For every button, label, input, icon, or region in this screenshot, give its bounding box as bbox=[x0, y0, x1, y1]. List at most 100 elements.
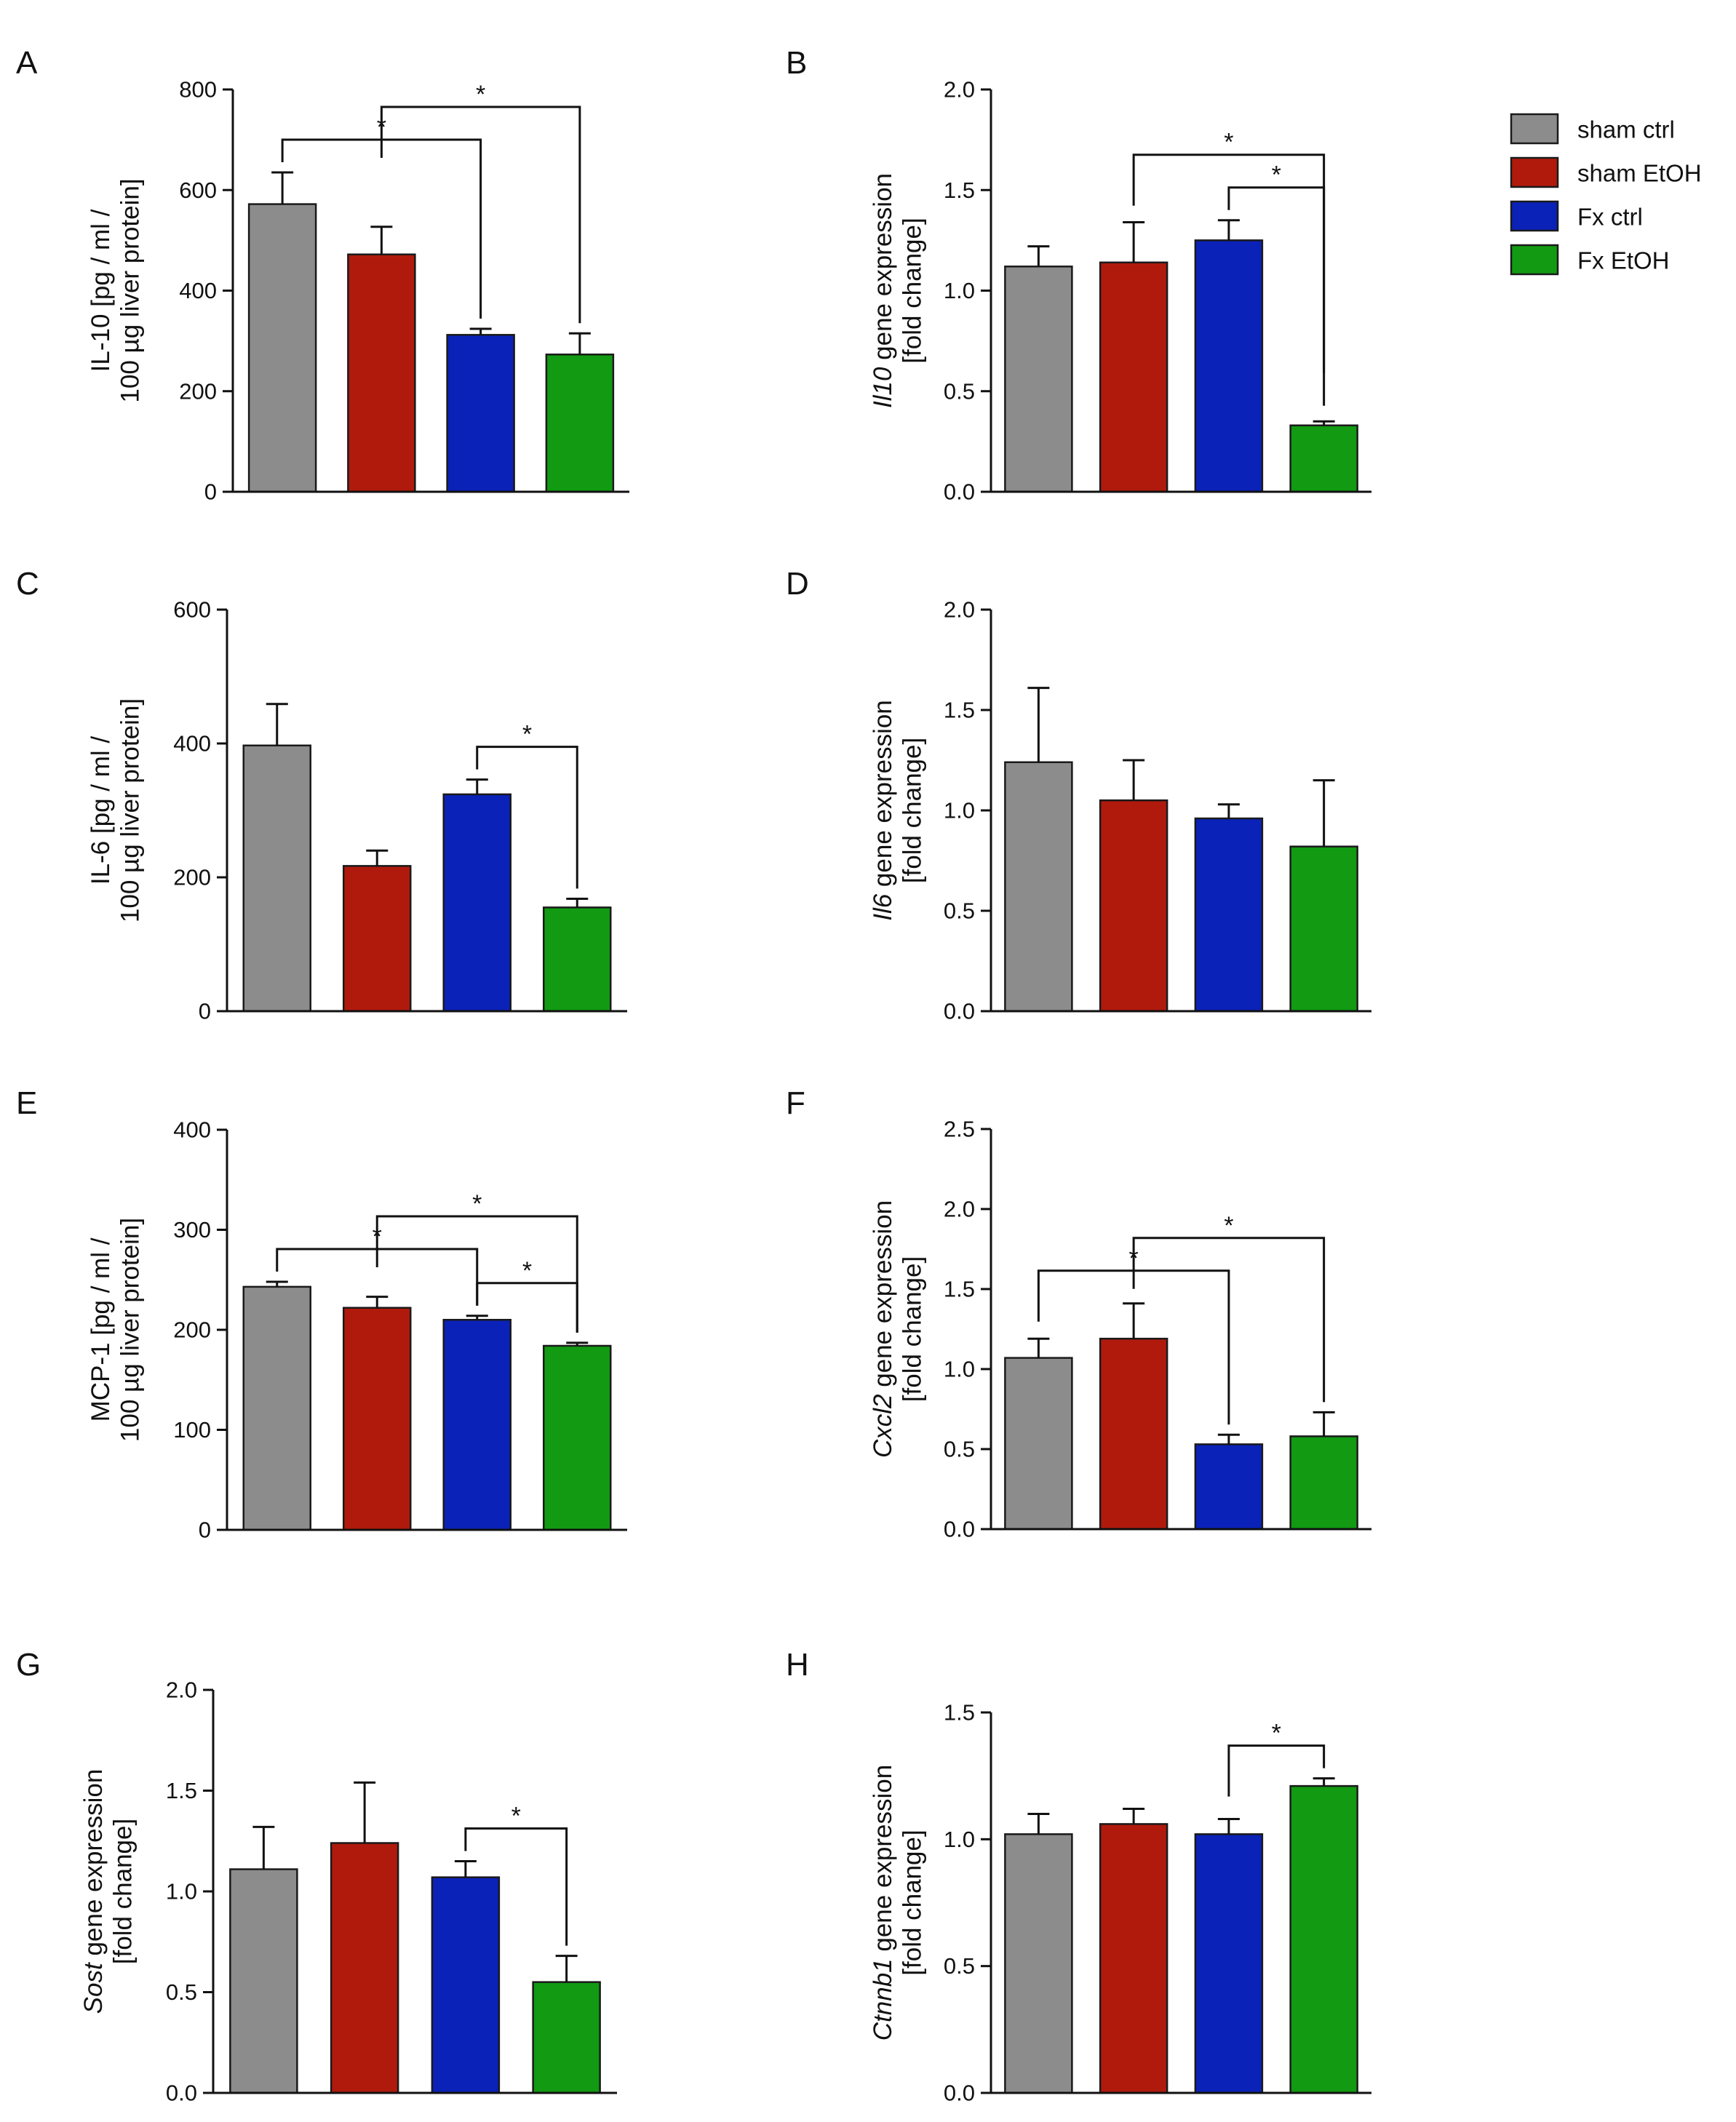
error-bar bbox=[1027, 245, 1050, 267]
bar-1 bbox=[242, 1285, 311, 1531]
bar-3 bbox=[1194, 817, 1264, 1013]
bar-2 bbox=[330, 1842, 399, 2094]
y-tick-label: 0.0 bbox=[944, 999, 975, 1024]
legend-swatch bbox=[1510, 156, 1559, 188]
error-bar bbox=[1027, 1812, 1050, 1835]
significance-star: * bbox=[472, 1190, 482, 1218]
bar-1 bbox=[242, 744, 311, 1013]
y-tick-label: 200 bbox=[173, 865, 211, 890]
error-bar bbox=[566, 1341, 589, 1346]
bar-3 bbox=[442, 793, 511, 1013]
significance-bracket: * bbox=[464, 1802, 568, 1946]
bar-2 bbox=[1099, 261, 1168, 493]
bar-1 bbox=[1004, 1833, 1073, 2094]
significance-star: * bbox=[511, 1802, 521, 1830]
y-tick-label: 0.5 bbox=[944, 1953, 975, 1979]
error-bar bbox=[366, 1296, 389, 1308]
bar-1 bbox=[1004, 1357, 1073, 1531]
error-bar bbox=[466, 778, 488, 794]
y-tick-label: 300 bbox=[173, 1217, 211, 1243]
bar-4 bbox=[1289, 1784, 1358, 2094]
error-bar bbox=[1217, 219, 1240, 241]
bar-2 bbox=[343, 1307, 412, 1531]
significance-bracket: * bbox=[1132, 1212, 1326, 1403]
bar-4 bbox=[1289, 1435, 1358, 1531]
y-axis-label: Il10 gene expression[fold change] bbox=[869, 173, 926, 408]
error-bar bbox=[568, 332, 591, 355]
bar-1 bbox=[229, 1868, 298, 2094]
error-bar bbox=[354, 1781, 376, 1843]
y-tick-label: 0.0 bbox=[944, 479, 975, 505]
bar-1 bbox=[1004, 266, 1073, 493]
y-tick-label: 0.0 bbox=[944, 2081, 975, 2106]
significance-bracket: * bbox=[476, 721, 578, 889]
error-bar bbox=[271, 171, 294, 204]
y-tick-label: 400 bbox=[173, 731, 211, 757]
bar-2 bbox=[1099, 1337, 1168, 1531]
bar-4 bbox=[545, 354, 615, 493]
y-axis-label: Cxcl2 gene expression[fold change] bbox=[869, 1200, 926, 1458]
panel-e: E 0 100 200 300 400 MCP-1 [pg / ml /100 µg liv… bbox=[16, 1085, 627, 1543]
y-tick-label: 1.0 bbox=[166, 1879, 197, 1904]
y-tick-label: 200 bbox=[179, 378, 217, 404]
error-bar bbox=[252, 1825, 275, 1870]
significance-star: * bbox=[522, 1257, 532, 1285]
error-bar bbox=[266, 703, 288, 746]
bar-3 bbox=[431, 1876, 501, 2094]
y-tick-label: 0 bbox=[204, 479, 217, 505]
error-bar bbox=[1217, 1817, 1240, 1835]
y-axis-label: IL-10 [pg / ml /100 µg liver protein] bbox=[87, 178, 144, 402]
bar-2 bbox=[343, 865, 412, 1013]
error-bar bbox=[1313, 420, 1335, 426]
y-tick-label: 1.5 bbox=[944, 178, 975, 203]
panel-letter: H bbox=[786, 1647, 809, 1683]
significance-bracket: * bbox=[380, 81, 581, 324]
y-tick-label: 400 bbox=[173, 1117, 211, 1143]
error-bar bbox=[266, 1280, 288, 1287]
panel-a: A 0 200 400 600 800 IL-10 [pg / ml /100 µg liv… bbox=[16, 45, 629, 505]
legend-label: sham ctrl bbox=[1577, 116, 1675, 143]
panel-c: C 0 200 400 600 IL-6 [pg / ml /100 µg liver p… bbox=[16, 566, 627, 1024]
error-bar bbox=[1217, 803, 1240, 819]
bar-4 bbox=[543, 906, 612, 1013]
panel-letter: A bbox=[16, 45, 38, 81]
y-tick-label: 0.5 bbox=[944, 1437, 975, 1462]
y-tick-label: 2.0 bbox=[166, 1678, 197, 1703]
panel-letter: C bbox=[16, 566, 39, 602]
panel-letter: G bbox=[16, 1647, 41, 1683]
y-tick-label: 400 bbox=[179, 278, 217, 303]
bar-3 bbox=[1194, 1833, 1264, 2094]
y-tick-label: 600 bbox=[179, 178, 217, 203]
y-tick-label: 0.5 bbox=[166, 1979, 197, 2005]
y-tick-label: 0.0 bbox=[944, 1517, 975, 1542]
significance-bracket: * bbox=[375, 1190, 578, 1333]
error-bar bbox=[1123, 220, 1145, 263]
y-tick-label: 0.5 bbox=[944, 378, 975, 404]
y-tick-label: 600 bbox=[173, 597, 211, 623]
significance-star: * bbox=[476, 81, 485, 108]
panel-h: H 0.0 0.5 1.0 1.5 Ctnnb1 gene expression[fold… bbox=[786, 1647, 1371, 2106]
bar-4 bbox=[1289, 424, 1358, 493]
legend-item: sham EtOH bbox=[1510, 156, 1702, 188]
significance-star: * bbox=[1272, 161, 1281, 189]
panel-letter: E bbox=[16, 1085, 37, 1121]
legend: sham ctrl sham EtOH Fx ctrl Fx EtOH bbox=[1510, 113, 1702, 276]
y-axis-label: MCP-1 [pg / ml /100 µg liver protein] bbox=[87, 1218, 144, 1442]
error-bar bbox=[1217, 1433, 1240, 1445]
y-tick-label: 0.5 bbox=[944, 898, 975, 924]
bar-4 bbox=[543, 1344, 612, 1531]
panel-letter: B bbox=[786, 45, 807, 81]
y-tick-label: 0 bbox=[199, 999, 211, 1024]
legend-label: Fx ctrl bbox=[1577, 204, 1643, 231]
y-tick-label: 1.5 bbox=[944, 1277, 975, 1302]
legend-item: sham ctrl bbox=[1510, 113, 1675, 145]
error-bar bbox=[566, 897, 589, 908]
y-axis-label: Il6 gene expression[fold change] bbox=[869, 700, 926, 921]
bar-3 bbox=[446, 334, 515, 493]
panel-b: B 0.0 0.5 1.0 1.5 2.0 Il10 gene expression[fol… bbox=[786, 45, 1371, 505]
y-tick-label: 1.5 bbox=[944, 1700, 975, 1726]
bar-1 bbox=[1004, 761, 1073, 1013]
y-tick-label: 2.5 bbox=[944, 1117, 975, 1142]
bar-2 bbox=[1099, 799, 1168, 1013]
legend-label: sham EtOH bbox=[1577, 160, 1702, 187]
